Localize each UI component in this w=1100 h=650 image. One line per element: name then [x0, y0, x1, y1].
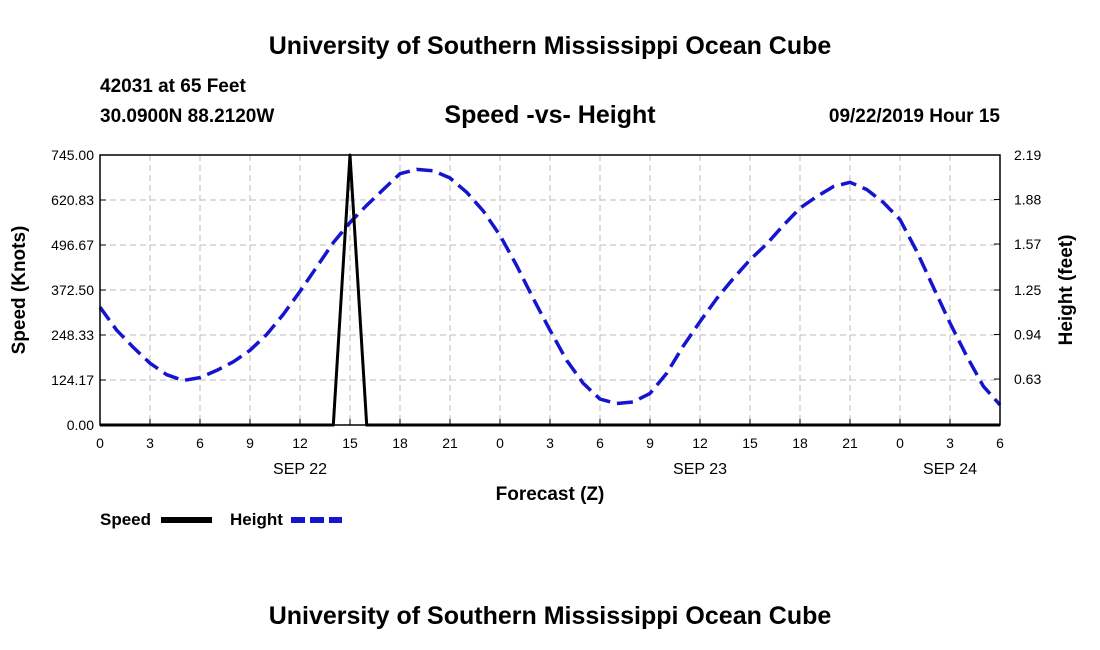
page-footer-title: University of Southern Mississippi Ocean… [268, 602, 832, 630]
x-tick-label: 18 [792, 435, 808, 451]
legend-speed-label: Speed [100, 510, 151, 529]
y-right-tick-label: 0.63 [1014, 371, 1041, 387]
x-date-label: SEP 24 [923, 461, 977, 478]
page-title: University of Southern Mississippi Ocean… [268, 32, 832, 60]
height-series-group [98, 167, 1002, 407]
station-label: 42031 at 65 Feet [100, 76, 246, 97]
y-right-tick-label: 1.88 [1014, 192, 1041, 208]
x-tick-label: 0 [96, 435, 104, 451]
y-right-tick-label: 1.57 [1014, 236, 1041, 252]
legend: Speed Height [100, 510, 342, 529]
y-left-tick-label: 372.50 [51, 282, 94, 298]
legend-height-label: Height [230, 510, 283, 529]
y-left-tick-label: 745.00 [51, 147, 94, 163]
x-axis: 0 3 6 9 12 15 18 21 0 3 6 9 12 15 18 21 0 3 6 SEP 22 SEP 23 S… [96, 419, 1004, 478]
height-series-line [98, 167, 1002, 407]
x-axis-label: Forecast (Z) [496, 484, 605, 505]
location-label: 30.0900N 88.2120W [100, 106, 275, 127]
x-tick-label: 0 [896, 435, 904, 451]
x-tick-label: 6 [996, 435, 1004, 451]
x-tick-label: 15 [742, 435, 758, 451]
x-date-label: SEP 22 [273, 461, 327, 478]
y-left-tick-label: 0.00 [67, 417, 94, 433]
x-tick-label: 3 [946, 435, 954, 451]
y-right-tick-label: 2.19 [1014, 147, 1041, 163]
x-tick-label: 12 [692, 435, 708, 451]
x-tick-label: 3 [546, 435, 554, 451]
y-axis-label-right: Height (feet) [1056, 235, 1077, 346]
x-tick-label: 0 [496, 435, 504, 451]
x-tick-label: 12 [292, 435, 308, 451]
y-axis-label-left: Speed (Knots) [9, 226, 30, 355]
datetime-label: 09/22/2019 Hour 15 [828, 106, 1000, 127]
x-date-label: SEP 23 [673, 461, 727, 478]
y-left-tick-label: 620.83 [51, 192, 94, 208]
x-tick-label: 21 [842, 435, 858, 451]
grid-lines [100, 155, 1000, 425]
y-right-tick-label: 0.94 [1014, 327, 1041, 343]
x-tick-label: 15 [342, 435, 358, 451]
y-right-tick-label: 1.25 [1014, 282, 1041, 298]
x-tick-label: 6 [196, 435, 204, 451]
x-tick-label: 21 [442, 435, 458, 451]
y-left-tick-label: 248.33 [51, 327, 94, 343]
y-left-tick-label: 124.17 [51, 372, 94, 388]
x-tick-label: 6 [596, 435, 604, 451]
x-tick-label: 9 [246, 435, 254, 451]
right-axis: 0.63 0.94 1.25 1.57 1.88 2.19 [994, 147, 1041, 387]
x-tick-label: 9 [646, 435, 654, 451]
x-tick-label: 18 [392, 435, 408, 451]
left-axis: 0.00 124.17 248.33 372.50 496.67 620.83 745.00 [51, 147, 106, 433]
chart-title: Speed -vs- Height [444, 101, 656, 129]
x-tick-label: 3 [146, 435, 154, 451]
y-left-tick-label: 496.67 [51, 237, 94, 253]
